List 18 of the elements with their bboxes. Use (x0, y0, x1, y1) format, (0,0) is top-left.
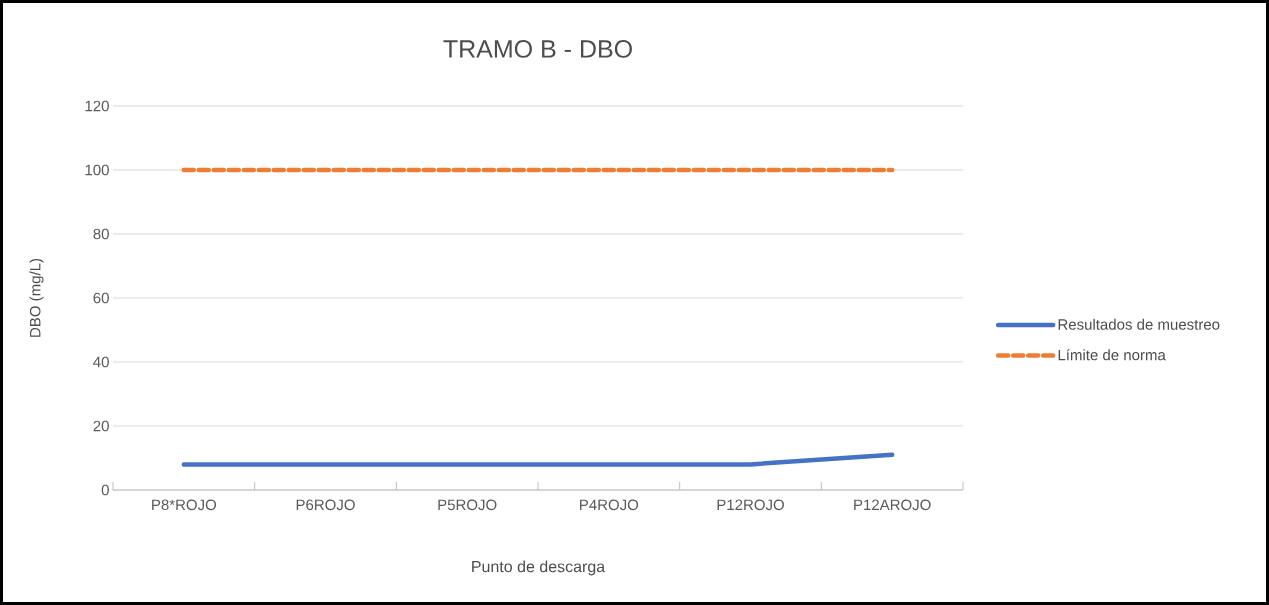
y-tick-label: 0 (101, 484, 109, 496)
x-tick-label: P6ROJO (296, 499, 355, 511)
chart-title: TRAMO B - DBO (443, 40, 632, 58)
y-tick-label: 80 (93, 228, 109, 240)
legend-label: Resultados de muestreo (1058, 318, 1220, 330)
y-tick-label: 100 (85, 164, 109, 176)
legend-label: Límite de norma (1058, 349, 1166, 361)
y-tick-label: 120 (85, 100, 109, 112)
y-tick-label: 40 (93, 356, 109, 368)
x-tick-label: P4ROJO (580, 499, 639, 511)
x-tick-label: P5ROJO (438, 499, 497, 511)
x-tick-label: P8*ROJO (152, 499, 217, 511)
y-axis-title: DBO (mg/L) (29, 258, 44, 337)
x-tick-label: P12ROJO (717, 499, 784, 511)
x-axis-title: Punto de descarga (472, 560, 606, 576)
x-tick-label: P12AROJO (854, 499, 931, 511)
y-tick-label: 60 (93, 292, 109, 304)
y-tick-label: 20 (93, 420, 109, 432)
